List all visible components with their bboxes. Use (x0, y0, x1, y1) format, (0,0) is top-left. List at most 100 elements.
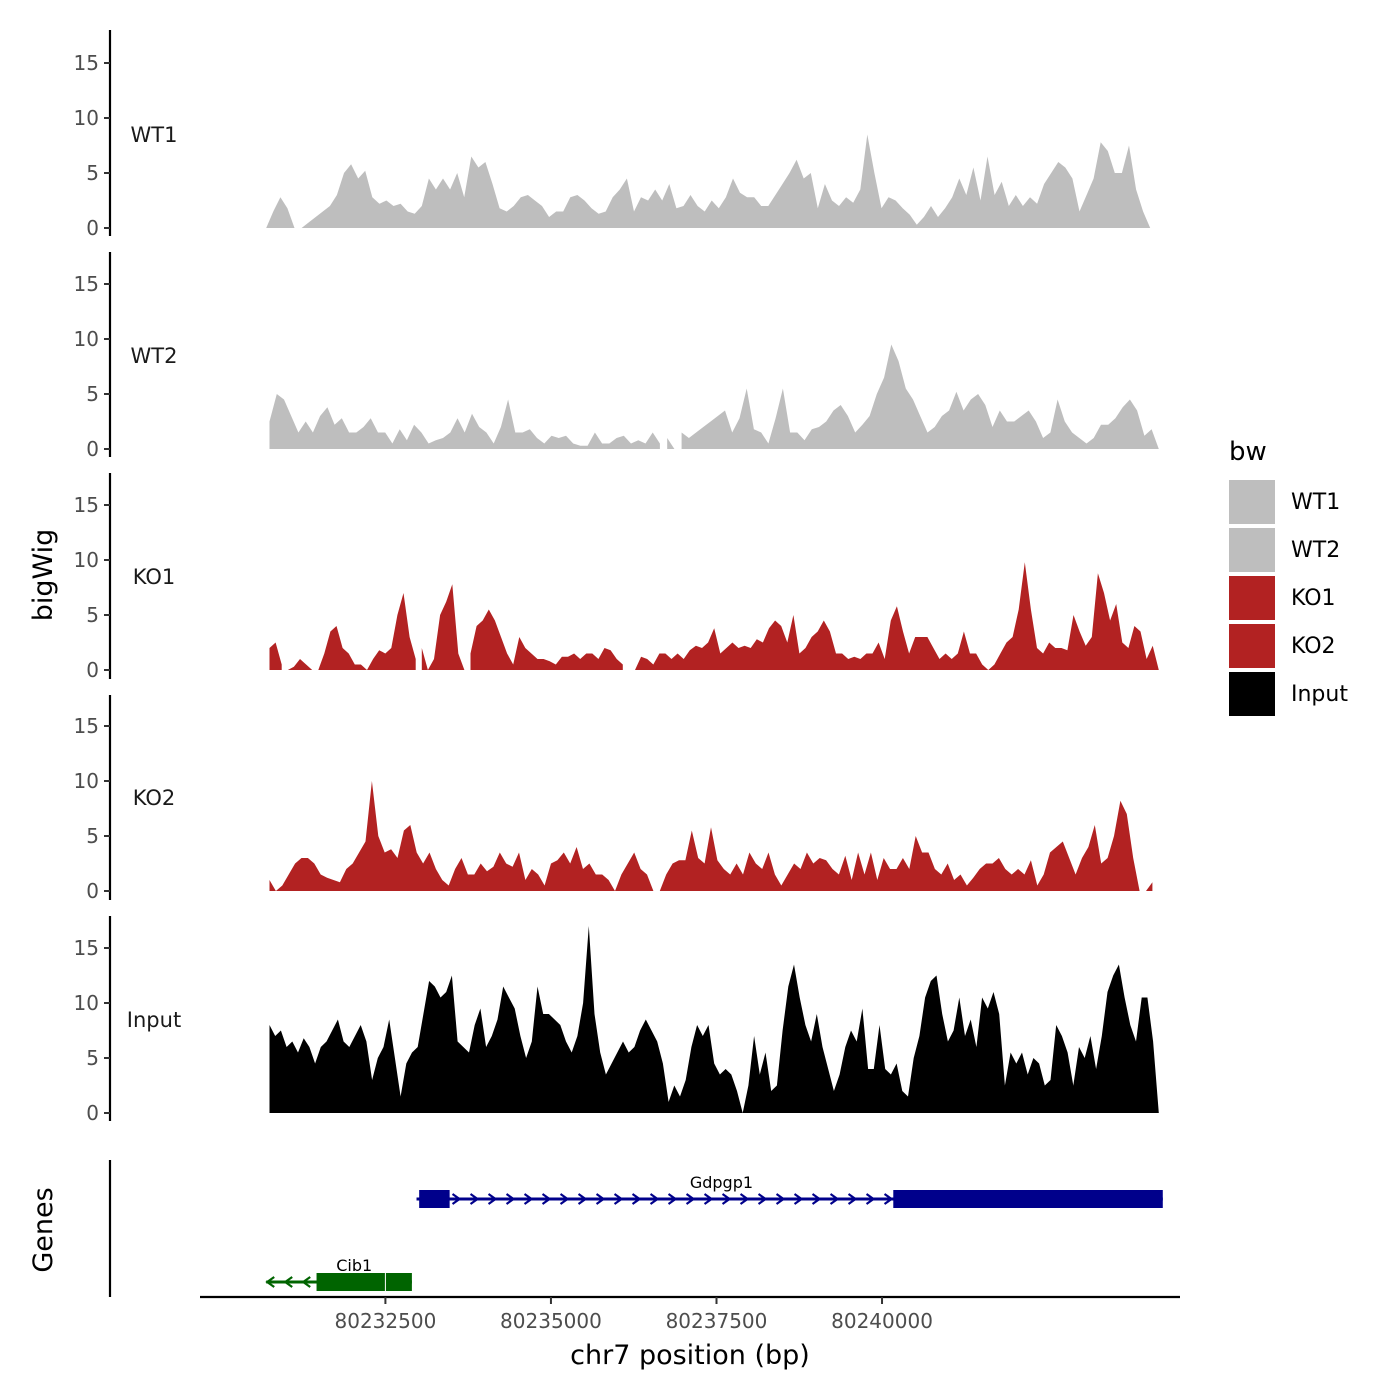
coverage-area-ko1 (269, 642, 282, 670)
gene-exon (316, 1273, 386, 1291)
strand-chevron (811, 1193, 822, 1205)
strand-chevron (631, 1193, 642, 1205)
strand-chevron (757, 1193, 768, 1205)
coverage-area-ko1 (421, 584, 465, 670)
strand-chevron (613, 1193, 624, 1205)
y-tick-label: 0 (86, 879, 99, 903)
y-tick-label: 15 (74, 714, 99, 738)
gene-exon (385, 1273, 412, 1291)
strand-chevron (283, 1276, 293, 1288)
strand-chevron (649, 1193, 660, 1205)
track-wt1: 0 5 10 15 WT1 (74, 30, 1151, 240)
legend-swatch-input (1229, 672, 1275, 716)
coverage-area-ko1 (287, 593, 416, 670)
coverage-area-wt2 (667, 438, 675, 449)
coverage-tracks: 0 5 10 15 WT1 0 5 10 15 WT2 0 5 10 15 KO1 0 5 10 15 KO2 0 5 10… (74, 30, 1159, 1125)
coverage-area-ko1 (628, 562, 1159, 670)
gene-exon (419, 1190, 450, 1208)
panel-label-input: Input (127, 1008, 181, 1032)
strand-chevron (451, 1193, 462, 1205)
y-tick-label: 5 (86, 161, 99, 185)
x-axis-title: chr7 position (bp) (570, 1340, 810, 1371)
strand-chevron (265, 1276, 275, 1288)
y-tick-label: 0 (86, 1101, 99, 1125)
strand-chevron (703, 1193, 714, 1205)
track-ko1: 0 5 10 15 KO1 (74, 473, 1159, 682)
strand-chevron (883, 1193, 894, 1205)
x-tick-label: 80240000 (831, 1309, 933, 1333)
y-tick-label: 10 (74, 327, 99, 351)
strand-chevron (301, 1276, 311, 1288)
y-axis-title: bigWig (28, 529, 59, 622)
panel-label-ko1: KO1 (133, 565, 176, 589)
panel-label-wt2: WT2 (131, 344, 178, 368)
legend-title: bw (1229, 437, 1267, 467)
legend-label-wt1: WT1 (1291, 490, 1340, 515)
y-tick-label: 15 (74, 51, 99, 75)
strand-chevron (541, 1193, 552, 1205)
y-tick-label: 10 (74, 991, 99, 1015)
x-tick-label: 80235000 (500, 1309, 602, 1333)
genes-axis-title: Genes (28, 1187, 59, 1272)
legend-label-input: Input (1291, 682, 1348, 707)
strand-chevron (721, 1193, 732, 1205)
strand-chevron (595, 1193, 606, 1205)
coverage-area-wt2 (681, 344, 1159, 449)
gene-gdpgp1: Gdpgp1 (416, 1173, 1163, 1208)
strand-chevron (505, 1193, 516, 1205)
legend-label-wt2: WT2 (1291, 538, 1340, 563)
y-tick-label: 10 (74, 548, 99, 572)
legend: bw WT1 WT2 KO1 KO2 Input (1229, 437, 1348, 716)
track-wt2: 0 5 10 15 WT2 (74, 252, 1159, 461)
strand-chevron (523, 1193, 534, 1205)
y-tick-label: 5 (86, 603, 99, 627)
coverage-area-wt2 (269, 394, 660, 449)
strand-chevron (865, 1193, 876, 1205)
y-tick-label: 0 (86, 437, 99, 461)
strand-chevron (577, 1193, 588, 1205)
coverage-area-wt1 (301, 134, 1151, 228)
gene-label-gdpgp1: Gdpgp1 (690, 1173, 753, 1192)
legend-swatch-wt1 (1229, 480, 1275, 524)
strand-chevron (775, 1193, 786, 1205)
x-tick-label: 80232500 (335, 1309, 437, 1333)
track-input: 0 5 10 15 Input (74, 916, 1159, 1125)
strand-chevron (793, 1193, 804, 1205)
strand-chevron (685, 1193, 696, 1205)
y-tick-label: 15 (74, 272, 99, 296)
panel-label-ko2: KO2 (133, 786, 176, 810)
y-tick-label: 10 (74, 106, 99, 130)
x-tick-label: 80237500 (666, 1309, 768, 1333)
panel-label-wt1: WT1 (131, 123, 178, 147)
coverage-area-wt1 (266, 197, 295, 228)
gene-label-cib1: Cib1 (336, 1256, 372, 1275)
coverage-area-ko1 (470, 609, 623, 670)
y-tick-label: 5 (86, 1046, 99, 1070)
strand-chevron (847, 1193, 858, 1205)
y-tick-label: 10 (74, 769, 99, 793)
legend-swatch-wt2 (1229, 528, 1275, 572)
legend-label-ko1: KO1 (1291, 586, 1336, 611)
y-tick-label: 5 (86, 824, 99, 848)
y-tick-label: 15 (74, 936, 99, 960)
legend-swatch-ko2 (1229, 624, 1275, 668)
y-tick-label: 5 (86, 382, 99, 406)
y-tick-label: 15 (74, 493, 99, 517)
coverage-area-ko2 (269, 781, 654, 891)
genes-track: Gdpgp1 Cib1 (108, 1160, 1163, 1297)
gene-exon (893, 1190, 1163, 1208)
strand-chevron (829, 1193, 840, 1205)
gene-cib1: Cib1 (265, 1256, 412, 1291)
strand-chevron (559, 1193, 570, 1205)
strand-chevron (739, 1193, 750, 1205)
strand-chevron (487, 1193, 498, 1205)
strand-chevron (667, 1193, 678, 1205)
x-axis: 80232500 80235000 80237500 80240000 (200, 1295, 1180, 1333)
strand-chevron (469, 1193, 480, 1205)
y-tick-label: 0 (86, 216, 99, 240)
coverage-area-ko2 (659, 800, 1153, 891)
track-ko2: 0 5 10 15 KO2 (74, 695, 1153, 903)
y-tick-label: 0 (86, 658, 99, 682)
legend-label-ko2: KO2 (1291, 634, 1336, 659)
